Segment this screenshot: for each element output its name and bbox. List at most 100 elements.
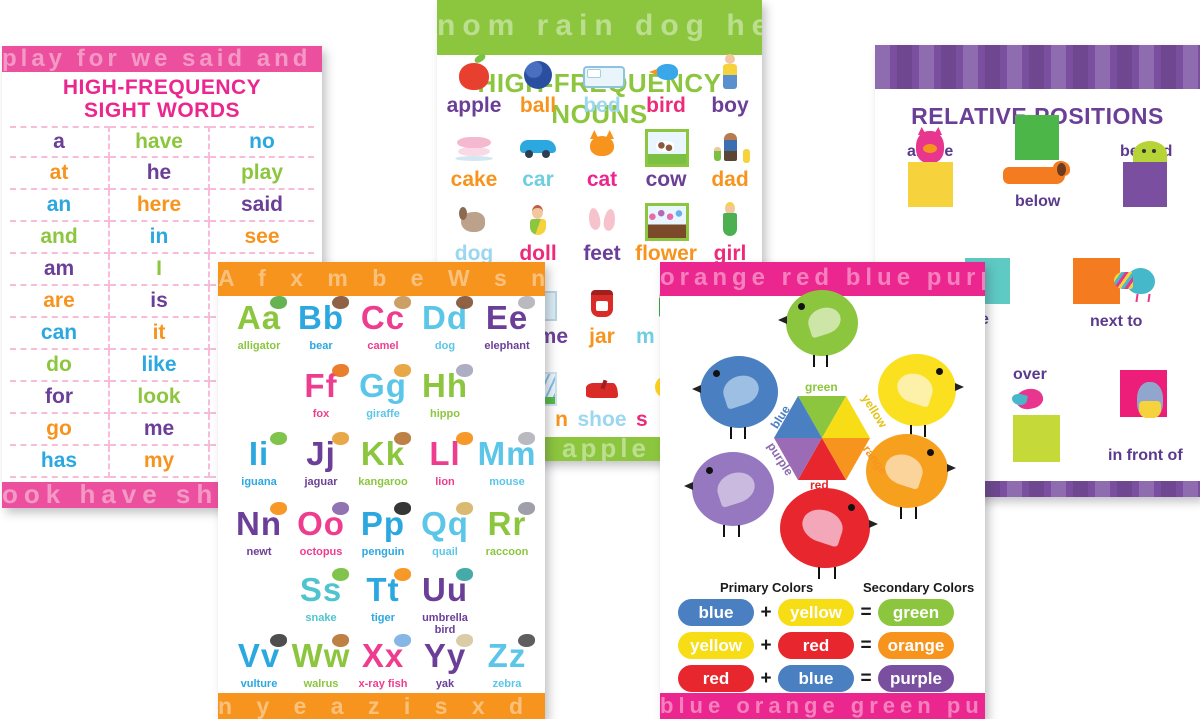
bear-illustration bbox=[332, 296, 349, 309]
cat-illustration bbox=[579, 126, 625, 168]
sight-word: I bbox=[110, 254, 210, 286]
sight-word: here bbox=[110, 190, 210, 222]
letter-Cc: Cc camel bbox=[352, 296, 414, 352]
animal-name: vulture bbox=[240, 678, 278, 690]
quail-illustration bbox=[456, 502, 473, 515]
equation-row: red + blue = purple bbox=[678, 665, 954, 692]
sight-word: he bbox=[110, 158, 210, 190]
cake-illustration bbox=[451, 126, 497, 168]
dog-illustration bbox=[456, 296, 473, 309]
sight-word: play bbox=[210, 158, 314, 190]
kangaroo-illustration bbox=[394, 432, 411, 445]
sight-word: have bbox=[110, 126, 210, 158]
watermark-text: A f x m b e W s n o K bbox=[218, 265, 545, 291]
letter-Zz: Zz zebra bbox=[476, 634, 538, 690]
noun-dad: dad bbox=[698, 126, 762, 191]
noun-label: jar bbox=[589, 325, 615, 348]
bird-illustration bbox=[643, 52, 689, 94]
square-over bbox=[1013, 415, 1060, 462]
sight-word: said bbox=[210, 190, 314, 222]
letter-pair: Ll bbox=[429, 435, 461, 472]
sight-word: are bbox=[10, 286, 110, 318]
dachshund-illustration bbox=[1003, 161, 1070, 184]
noun-label: cow bbox=[645, 168, 687, 191]
label-in-front-of: in front of bbox=[1108, 447, 1183, 464]
jar-illustration bbox=[579, 283, 625, 325]
noun-apple: apple bbox=[442, 52, 506, 117]
noun-label: n bbox=[555, 408, 568, 431]
sight-word: am bbox=[10, 254, 110, 286]
sight-word: in bbox=[110, 222, 210, 254]
animal-name: x-ray fish bbox=[358, 678, 408, 690]
colors-bottom-border: blue orange green purple red yellow bbox=[660, 693, 985, 719]
sight-word: at bbox=[10, 158, 110, 190]
nouns-row: apple ball bed bird boy bbox=[442, 52, 762, 117]
animal-name: penguin bbox=[361, 546, 405, 558]
hippo-illustration bbox=[1133, 380, 1167, 422]
elephant-illustration bbox=[518, 296, 535, 309]
noun-label: s bbox=[636, 408, 648, 431]
label-next-to: next to bbox=[1090, 313, 1143, 330]
watermark-text: orange red blue purple green bbox=[660, 264, 985, 291]
camel-illustration bbox=[394, 296, 411, 309]
umbrella-bird-illustration bbox=[456, 568, 473, 581]
blue-bird-illustration bbox=[692, 356, 778, 439]
relative-top-border bbox=[875, 45, 1200, 89]
noun-jar: jar bbox=[570, 283, 634, 348]
green-bird-illustration bbox=[778, 290, 858, 367]
animal-name: iguana bbox=[241, 476, 277, 488]
animal-name: lion bbox=[435, 476, 455, 488]
noun-label: cat bbox=[586, 168, 618, 191]
nouns-row: cake car cat cow dad bbox=[442, 126, 762, 191]
noun-doll: doll bbox=[506, 200, 570, 265]
letter-Ff: Ff fox bbox=[290, 364, 352, 420]
sight-word: for bbox=[10, 382, 110, 414]
wheel-label-green: green bbox=[805, 380, 838, 394]
boy-illustration bbox=[707, 52, 753, 94]
alphabet-bottom-border: n y e a z i s x d H r a c bbox=[218, 693, 545, 719]
noun-feet: feet bbox=[570, 200, 634, 265]
sight-words-grid: a have no at he play an here said and in… bbox=[10, 126, 314, 478]
color-pill: red bbox=[778, 632, 854, 659]
color-pill: blue bbox=[778, 665, 854, 692]
primary-colors-header: Primary Colors bbox=[720, 580, 814, 595]
label-over: over bbox=[1013, 366, 1047, 383]
lion-illustration bbox=[456, 432, 473, 445]
noun-cat: cat bbox=[570, 126, 634, 191]
sight-word: a bbox=[10, 126, 110, 158]
color-pill: blue bbox=[678, 599, 754, 626]
sight-word: and bbox=[10, 222, 110, 254]
giraffe-illustration bbox=[394, 364, 411, 377]
animal-name: elephant bbox=[484, 340, 530, 352]
noun-bed: bed bbox=[570, 52, 634, 117]
bed-illustration bbox=[579, 52, 625, 94]
letter-Aa: Aa alligator bbox=[228, 296, 290, 352]
letter-Ii: Ii iguana bbox=[228, 432, 290, 488]
octopus-illustration bbox=[332, 502, 349, 515]
noun-flower: flower bbox=[634, 200, 698, 265]
color-pill: red bbox=[678, 665, 754, 692]
noun-label: shoe bbox=[577, 408, 627, 431]
plus-sign: + bbox=[760, 601, 772, 623]
poster-title: HIGH-FREQUENCY SIGHT WORDS bbox=[2, 76, 322, 122]
noun-label: flower bbox=[635, 242, 697, 265]
noun-label: dog bbox=[454, 242, 494, 265]
x-ray-fish-illustration bbox=[394, 634, 411, 647]
alphabet-row: Vv vulture Ww walrus Xx x-ray fish Yy yak Zz… bbox=[228, 634, 538, 690]
square-above bbox=[908, 162, 953, 207]
hippo-illustration bbox=[456, 364, 473, 377]
feet-illustration bbox=[579, 200, 625, 242]
alphabet-top-border: A f x m b e W s n o K bbox=[218, 262, 545, 296]
letter-Uu: Uu umbrella bird bbox=[414, 568, 476, 636]
square-behind bbox=[1123, 162, 1167, 207]
letter-Bb: Bb bear bbox=[290, 296, 352, 352]
sight-word: go bbox=[10, 414, 110, 446]
noun-shoe: shoe bbox=[570, 366, 634, 431]
animal-name: yak bbox=[435, 678, 455, 690]
animal-name: kangaroo bbox=[358, 476, 408, 488]
animal-name: giraffe bbox=[366, 408, 400, 420]
color-mixing-poster: orange red blue purple green bbox=[660, 262, 985, 719]
watermark-text: blue orange green purple red yellow bbox=[660, 693, 985, 718]
watermark-text: apple bbox=[562, 437, 650, 461]
